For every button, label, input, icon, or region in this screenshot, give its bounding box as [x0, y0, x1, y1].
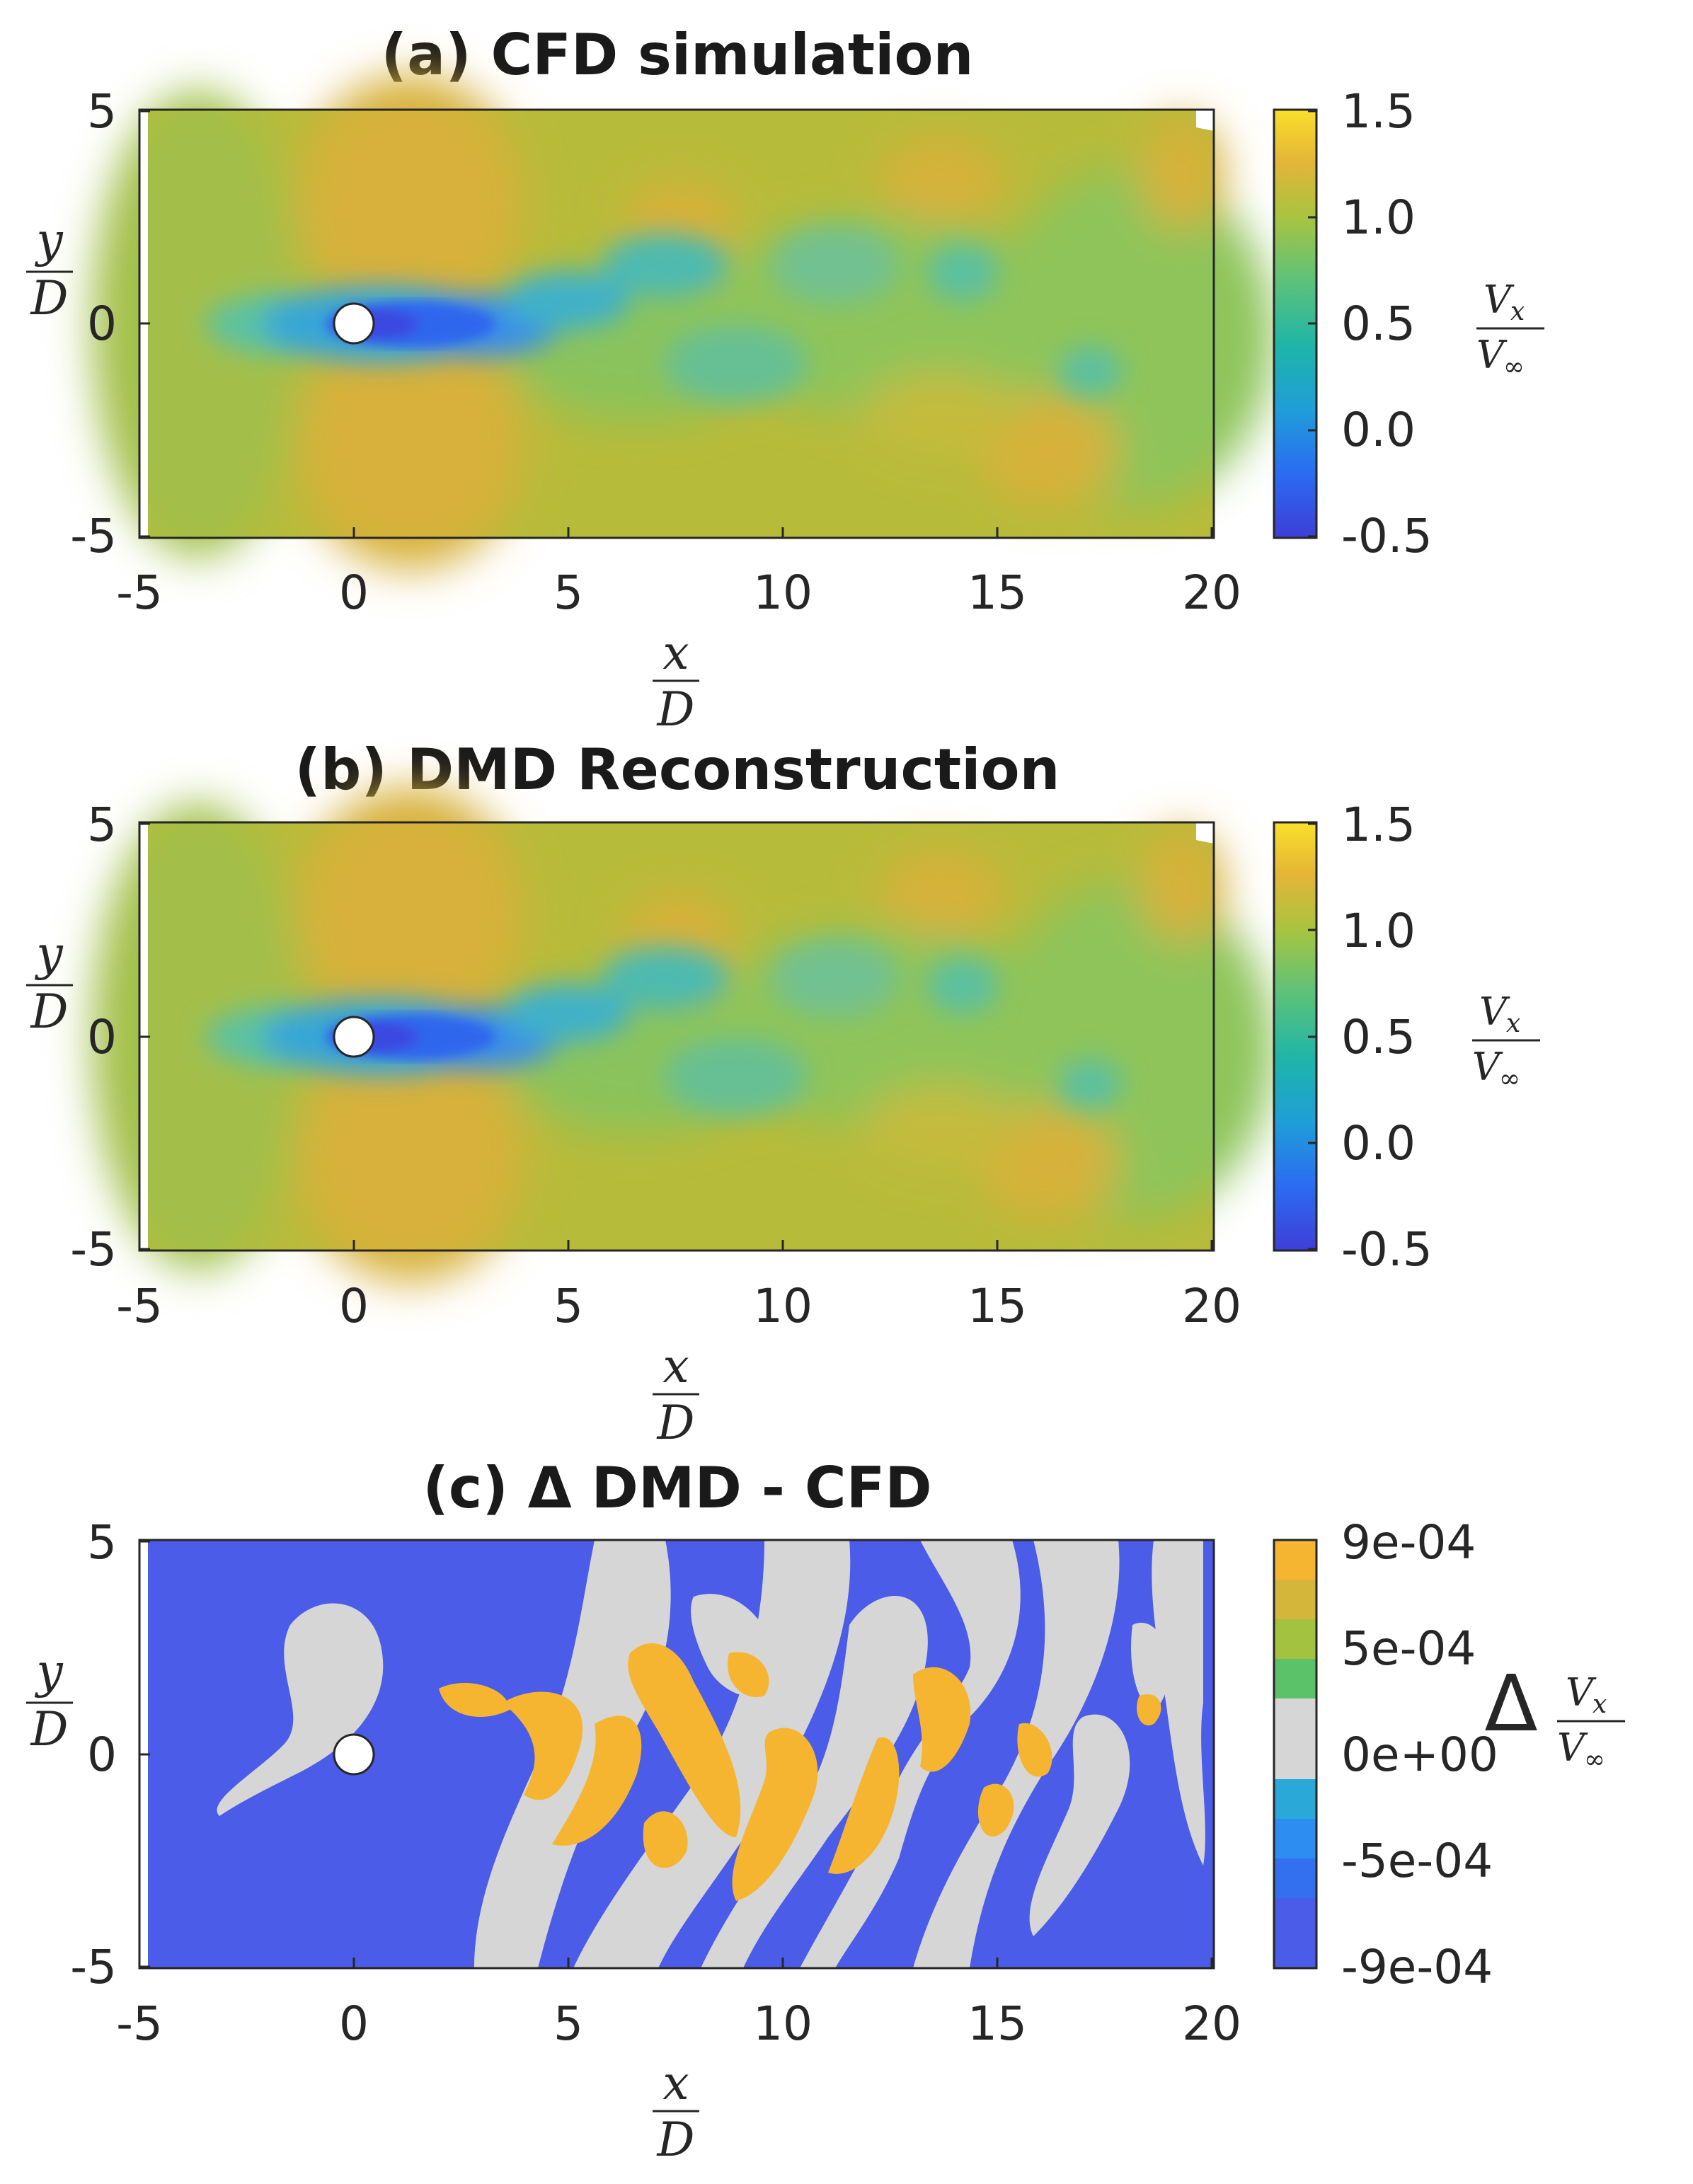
- y-axis-label: y D: [26, 1644, 73, 1757]
- x-tick-label: 10: [753, 1279, 813, 1333]
- svg-text:Δ: Δ: [1484, 1658, 1537, 1749]
- y-tick-label: -5: [70, 509, 117, 563]
- y-tick-label: 5: [87, 1515, 117, 1570]
- colorbar-tick: 0.5: [1341, 1010, 1416, 1064]
- svg-text:V: V: [1483, 277, 1515, 322]
- x-tick-label: 15: [968, 1996, 1027, 2051]
- x-axis-label: x D: [653, 1339, 699, 1450]
- svg-text:D: D: [657, 2113, 695, 2167]
- x-tick-label: 5: [553, 1996, 583, 2051]
- colorbar: 1.5 1.0 0.5 0.0 -0.5 V x V ∞: [1273, 84, 1544, 563]
- x-axis-label: x D: [653, 2056, 699, 2167]
- y-axis-label: y D: [26, 213, 73, 326]
- plot-area: [92, 787, 1274, 1282]
- plot-area: [138, 1539, 1215, 1970]
- svg-text:x: x: [1592, 1690, 1607, 1719]
- svg-text:D: D: [657, 682, 695, 737]
- y-ticks: 5 0 -5: [70, 1515, 150, 1994]
- y-tick-label: 5: [87, 84, 117, 139]
- svg-text:∞: ∞: [1503, 352, 1525, 381]
- svg-text:D: D: [657, 1396, 695, 1450]
- colorbar-label: V x V ∞: [1472, 989, 1540, 1093]
- x-tick-label: 5: [553, 1279, 583, 1333]
- colorbar-tick: 1.0: [1341, 904, 1416, 958]
- x-tick-label: 20: [1182, 565, 1241, 620]
- colorbar-tick: 1.5: [1341, 798, 1416, 852]
- svg-text:V: V: [1472, 1045, 1503, 1089]
- colorbar-tick: 0.5: [1341, 297, 1416, 351]
- colorbar-tick: -0.5: [1341, 509, 1433, 563]
- svg-text:x: x: [1506, 1009, 1520, 1038]
- panel-b: (b) DMD Reconstruction -5 0 5 10 15 20: [26, 737, 1540, 1450]
- cylinder: [333, 1016, 375, 1058]
- colorbar-tick: 9e-04: [1341, 1515, 1476, 1570]
- x-ticks: -5 0 5 10 15 20: [116, 1240, 1241, 1333]
- svg-text:D: D: [30, 271, 69, 326]
- y-tick-label: 0: [87, 297, 117, 351]
- x-tick-label: 0: [339, 565, 369, 620]
- svg-text:V: V: [1566, 1670, 1597, 1715]
- colorbar-tick: -9e-04: [1341, 1940, 1493, 1994]
- colorbar-tick: 5e-04: [1341, 1621, 1476, 1676]
- svg-text:V: V: [1479, 989, 1510, 1034]
- y-ticks: 5 0 -5: [70, 84, 150, 563]
- cylinder: [333, 1733, 375, 1776]
- colorbar-tick: -0.5: [1341, 1222, 1433, 1277]
- colorbar-tick: 1.0: [1341, 190, 1416, 245]
- panel-c: (c) Δ DMD - CFD -5 0 5 10 15 20 5 0: [26, 1455, 1625, 2167]
- y-tick-label: -5: [70, 1222, 117, 1277]
- x-tick-label: 20: [1182, 1279, 1241, 1333]
- x-tick-label: 20: [1182, 1996, 1241, 2051]
- svg-text:y: y: [34, 213, 63, 268]
- x-tick-label: 0: [339, 1279, 369, 1333]
- colorbar: 9e-04 5e-04 0e+00 -5e-04 -9e-04 Δ V x V …: [1273, 1515, 1625, 1994]
- svg-text:V: V: [1557, 1725, 1588, 1770]
- colorbar-tick: 0e+00: [1341, 1728, 1498, 1782]
- svg-text:V: V: [1476, 333, 1508, 377]
- x-tick-label: -5: [116, 1279, 163, 1333]
- x-tick-label: 10: [753, 1996, 813, 2051]
- svg-text:y: y: [34, 926, 63, 981]
- colorbar-label: V x V ∞: [1476, 277, 1544, 381]
- plot-area: [92, 74, 1274, 570]
- x-tick-label: 15: [968, 1279, 1027, 1333]
- y-tick-label: 0: [87, 1010, 117, 1064]
- panel-a: (a) CFD simulation -5 0 5 10 15 20: [26, 22, 1544, 737]
- colorbar-label: Δ V x V ∞: [1484, 1658, 1625, 1774]
- svg-text:x: x: [662, 1339, 689, 1393]
- x-tick-label: -5: [116, 565, 163, 620]
- svg-text:x: x: [662, 2056, 689, 2110]
- x-tick-label: -5: [116, 1996, 163, 2051]
- colorbar-tick: -5e-04: [1341, 1834, 1493, 1888]
- panel-title: (c) Δ DMD - CFD: [423, 1455, 931, 1521]
- panel-title: (a) CFD simulation: [381, 22, 974, 88]
- colorbar-tick: 0.0: [1341, 403, 1416, 457]
- y-ticks: 5 0 -5: [70, 798, 150, 1277]
- x-ticks: -5 0 5 10 15 20: [116, 527, 1241, 620]
- y-tick-label: 0: [87, 1728, 117, 1782]
- y-tick-label: 5: [87, 798, 117, 852]
- x-ticks: -5 0 5 10 15 20: [116, 1958, 1241, 2051]
- x-axis-label: x D: [653, 626, 699, 737]
- svg-text:D: D: [30, 1702, 69, 1757]
- x-tick-label: 0: [339, 1996, 369, 2051]
- svg-text:x: x: [662, 626, 689, 680]
- x-tick-label: 10: [753, 565, 813, 620]
- colorbar-tick: 1.5: [1341, 84, 1416, 139]
- x-tick-label: 5: [553, 565, 583, 620]
- svg-text:y: y: [34, 1644, 63, 1699]
- svg-text:∞: ∞: [1499, 1064, 1520, 1093]
- svg-text:x: x: [1510, 297, 1525, 326]
- svg-text:D: D: [30, 984, 69, 1039]
- colorbar-tick: 0.0: [1341, 1116, 1416, 1171]
- colorbar: 1.5 1.0 0.5 0.0 -0.5 V x V ∞: [1273, 798, 1540, 1277]
- svg-text:∞: ∞: [1584, 1745, 1605, 1774]
- y-tick-label: -5: [70, 1940, 117, 1994]
- x-tick-label: 15: [968, 565, 1027, 620]
- cylinder: [333, 302, 375, 345]
- y-axis-label: y D: [26, 926, 73, 1039]
